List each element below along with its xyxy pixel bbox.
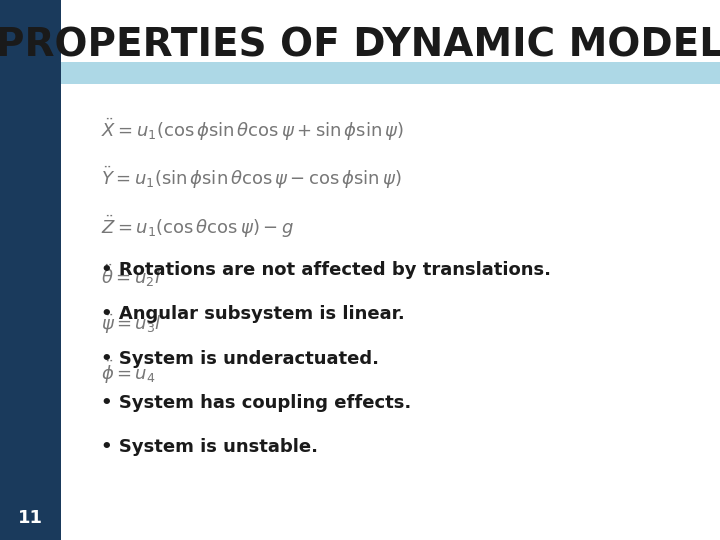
FancyBboxPatch shape — [0, 0, 61, 540]
Text: $\ddot{Y} = u_1(\sin\phi\sin\theta\cos\psi - \cos\phi\sin\psi)$: $\ddot{Y} = u_1(\sin\phi\sin\theta\cos\p… — [101, 165, 402, 191]
Text: • System is unstable.: • System is unstable. — [101, 438, 318, 456]
Text: PROPERTIES OF DYNAMIC MODEL: PROPERTIES OF DYNAMIC MODEL — [0, 27, 720, 65]
FancyBboxPatch shape — [61, 62, 720, 84]
Text: 11: 11 — [18, 509, 42, 528]
Text: • System is underactuated.: • System is underactuated. — [101, 349, 379, 368]
Text: • System has coupling effects.: • System has coupling effects. — [101, 394, 411, 412]
Text: $\ddot{\psi} = u_3 l$: $\ddot{\psi} = u_3 l$ — [101, 312, 161, 336]
Text: $\ddot{\theta} = u_2 l$: $\ddot{\theta} = u_2 l$ — [101, 262, 161, 288]
Text: • Rotations are not affected by translations.: • Rotations are not affected by translat… — [101, 261, 551, 279]
Text: • Angular subsystem is linear.: • Angular subsystem is linear. — [101, 305, 405, 323]
Text: $\ddot{X} = u_1(\cos\phi\sin\theta\cos\psi + \sin\phi\sin\psi)$: $\ddot{X} = u_1(\cos\phi\sin\theta\cos\p… — [101, 117, 404, 143]
Text: $\ddot{Z} = u_1(\cos\theta\cos\psi) - g$: $\ddot{Z} = u_1(\cos\theta\cos\psi) - g$ — [101, 214, 294, 240]
Text: $\ddot{\phi} = u_4$: $\ddot{\phi} = u_4$ — [101, 359, 156, 386]
